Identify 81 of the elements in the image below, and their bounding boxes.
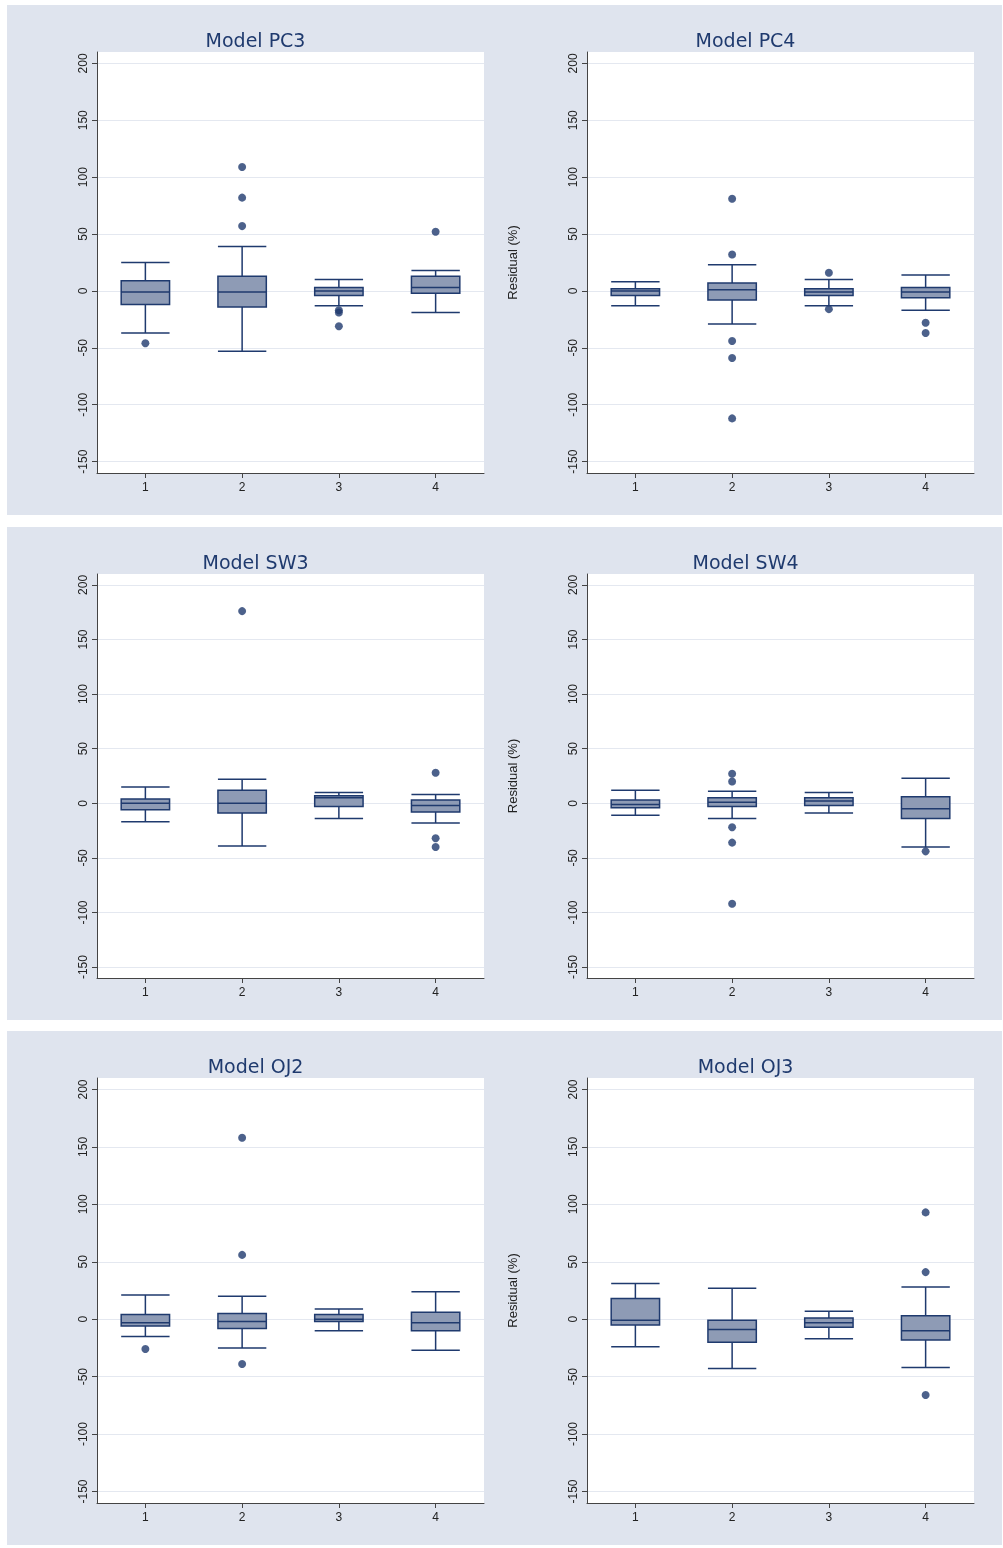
y-tick-label: 0 — [566, 1315, 580, 1323]
y-tick-label: -100 — [566, 392, 580, 417]
y-tick-label: 200 — [76, 1079, 90, 1100]
x-tick-label: 2 — [728, 985, 736, 999]
x-tick-label: 3 — [335, 480, 343, 494]
y-axis-title: Residual (%) — [505, 225, 520, 300]
y-tick-label: -50 — [76, 1367, 90, 1386]
x-tick-label: 3 — [335, 1510, 343, 1524]
x-tick-label: 2 — [238, 480, 246, 494]
chart-title: Model OJ3 — [697, 1054, 794, 1077]
y-tick-label: 50 — [76, 227, 90, 241]
y-tick-label: 150 — [566, 629, 580, 650]
chart-title: Model PC3 — [205, 28, 306, 51]
x-tick-label: 1 — [142, 480, 150, 494]
y-tick-label: 200 — [76, 53, 90, 74]
x-tick-label: 4 — [922, 1510, 930, 1524]
x-tick-label: 2 — [238, 985, 246, 999]
x-tick-label: 1 — [142, 1510, 150, 1524]
x-tick-label: 4 — [432, 985, 440, 999]
x-tick-label: 3 — [335, 985, 343, 999]
y-tick-label: 200 — [566, 53, 580, 74]
y-tick-label: 0 — [76, 1315, 90, 1323]
x-tick-label: 4 — [432, 1510, 440, 1524]
y-tick-label: -50 — [566, 848, 580, 867]
y-tick-label: 0 — [566, 799, 580, 807]
y-tick-label: 150 — [76, 1136, 90, 1157]
y-tick-label: 100 — [566, 1194, 580, 1215]
x-tick-label: 1 — [632, 985, 640, 999]
chart-title: Model SW3 — [202, 550, 309, 573]
y-tick-label: -50 — [76, 338, 90, 357]
y-tick-label: 50 — [76, 741, 90, 756]
y-tick-label: 50 — [566, 1254, 580, 1269]
x-tick-label: 4 — [922, 480, 930, 494]
y-tick-label: 100 — [76, 683, 90, 705]
x-tick-label: 2 — [728, 1510, 736, 1524]
y-tick-label: -100 — [76, 1421, 90, 1447]
y-tick-label: -150 — [566, 449, 580, 474]
y-tick-label: 100 — [566, 166, 580, 188]
y-tick-label: 50 — [566, 227, 580, 241]
chart-title: Model PC4 — [695, 28, 796, 51]
y-tick-label: 150 — [76, 109, 90, 131]
y-tick-label: 100 — [76, 166, 90, 188]
y-tick-label: 150 — [76, 629, 90, 650]
x-tick-label: 4 — [922, 985, 930, 999]
y-tick-label: -150 — [566, 954, 580, 980]
y-tick-label: -150 — [76, 954, 90, 980]
y-tick-label: -100 — [76, 392, 90, 417]
y-tick-label: -50 — [76, 848, 90, 867]
x-tick-label: 4 — [432, 480, 440, 494]
y-tick-label: 150 — [566, 109, 580, 131]
y-tick-label: 100 — [76, 1194, 90, 1215]
x-tick-label: 3 — [825, 480, 833, 494]
y-tick-label: 150 — [566, 1136, 580, 1157]
y-tick-label: -50 — [566, 338, 580, 357]
chart-title: Model OJ2 — [207, 1054, 304, 1077]
y-tick-label: 50 — [76, 1254, 90, 1269]
y-tick-label: -100 — [566, 900, 580, 925]
y-tick-label: 200 — [566, 574, 580, 595]
y-tick-label: 0 — [76, 799, 90, 807]
y-tick-label: 200 — [566, 1079, 580, 1100]
y-tick-label: 0 — [76, 287, 90, 295]
y-tick-label: -100 — [76, 900, 90, 925]
x-tick-label: 2 — [728, 480, 736, 494]
x-tick-label: 1 — [632, 1510, 640, 1524]
y-tick-label: -150 — [76, 1479, 90, 1504]
x-tick-label: 1 — [142, 985, 150, 999]
x-tick-label: 1 — [632, 480, 640, 494]
chart-title: Model SW4 — [692, 550, 799, 573]
x-tick-label: 3 — [825, 985, 833, 999]
y-tick-label: -150 — [76, 449, 90, 474]
y-tick-label: 50 — [566, 741, 580, 756]
y-tick-label: -50 — [566, 1367, 580, 1386]
y-axis-title: Residual (%) — [505, 1253, 520, 1328]
y-tick-label: 200 — [76, 574, 90, 595]
x-tick-label: 2 — [238, 1510, 246, 1524]
y-tick-label: 100 — [566, 683, 580, 705]
y-tick-label: -100 — [566, 1421, 580, 1447]
x-tick-label: 3 — [825, 1510, 833, 1524]
y-tick-label: 0 — [566, 287, 580, 295]
y-tick-label: -150 — [566, 1479, 580, 1504]
y-axis-title: Residual (%) — [505, 738, 520, 814]
